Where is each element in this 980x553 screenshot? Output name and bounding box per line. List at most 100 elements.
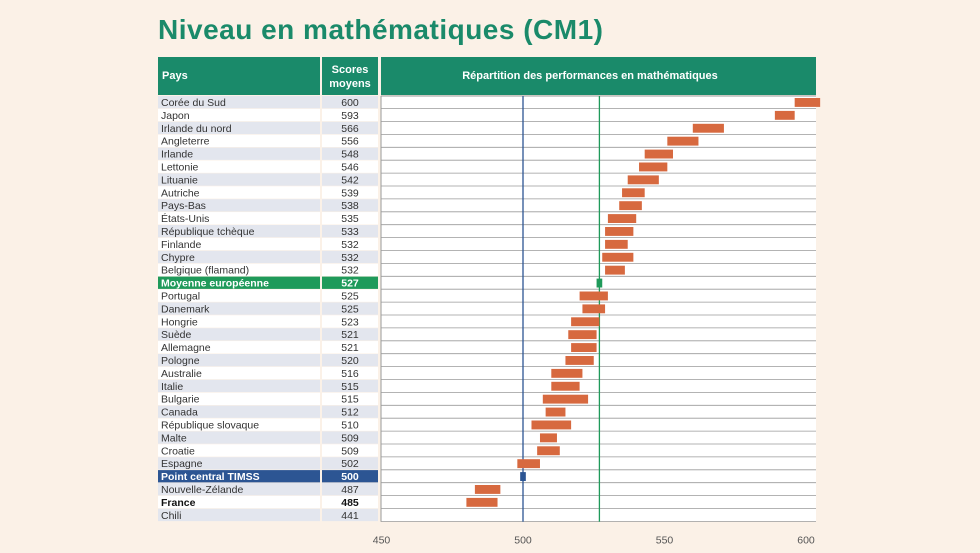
- row-bg-country-nouvelle-zelande: [158, 483, 320, 496]
- row-bg-country-chili: [158, 508, 320, 522]
- row-bg-country-pays-bas: [158, 199, 320, 212]
- score-label-irlande-du-nord: 566: [341, 123, 359, 135]
- country-label-allemagne: Allemagne: [161, 342, 211, 354]
- row-bg-country-canada: [158, 405, 320, 418]
- country-label-republique-slovaque: République slovaque: [161, 420, 259, 432]
- country-label-australie: Australie: [161, 368, 202, 380]
- row-bg-score-espagne: [322, 457, 378, 470]
- bar-bulgarie: [542, 394, 589, 404]
- country-label-pologne: Pologne: [161, 355, 200, 367]
- row-bg-score-lettonie: [322, 160, 378, 173]
- score-label-japon: 593: [341, 110, 359, 122]
- score-label-italie: 515: [341, 381, 359, 393]
- row-bg-country-croatie: [158, 444, 320, 457]
- bar-hongrie: [571, 317, 600, 327]
- bar-finlande: [605, 239, 628, 249]
- x-tick-label-500: 500: [514, 535, 532, 547]
- country-label-japon: Japon: [161, 110, 190, 122]
- row-bg-score-autriche: [322, 186, 378, 199]
- country-label-nouvelle-zelande: Nouvelle-Zélande: [161, 484, 243, 496]
- row-bg-country-suede: [158, 328, 320, 341]
- row-bg-score-italie: [322, 379, 378, 393]
- row-bg-country-republique-slovaque: [158, 418, 320, 431]
- score-label-allemagne: 521: [341, 342, 359, 354]
- bar-lituanie: [627, 175, 659, 185]
- row-bg-country-australie: [158, 366, 320, 380]
- country-label-malte: Malte: [161, 432, 187, 444]
- row-bg-country-portugal: [158, 289, 320, 302]
- bar-lettonie: [639, 162, 668, 172]
- score-label-etats-unis: 535: [341, 213, 359, 225]
- score-label-france: 485: [341, 497, 359, 509]
- row-bg-country-autriche: [158, 186, 320, 199]
- header-score-label-line1: Scores: [332, 64, 369, 76]
- score-label-canada: 512: [341, 407, 359, 419]
- header-country-cell: [158, 57, 320, 95]
- score-label-espagne: 502: [341, 458, 359, 470]
- bar-japon: [774, 110, 795, 120]
- bar-danemark: [582, 304, 606, 314]
- row-bg-country-belgique-flamand: [158, 263, 320, 276]
- country-label-coree-du-sud: Corée du Sud: [161, 97, 226, 109]
- row-bg-score-malte: [322, 431, 378, 444]
- row-bg-score-france: [322, 495, 378, 509]
- row-bg-score-etats-unis: [322, 212, 378, 225]
- bar-chypre: [602, 252, 634, 262]
- bar-republique-tcheque: [605, 227, 634, 236]
- country-label-irlande-du-nord: Irlande du nord: [161, 123, 232, 135]
- row-bg-country-etats-unis: [158, 212, 320, 225]
- bar-pologne: [565, 356, 594, 365]
- row-bg-country-pologne: [158, 354, 320, 367]
- country-label-lituanie: Lituanie: [161, 174, 198, 186]
- score-label-chypre: 532: [341, 252, 359, 264]
- row-bg-score-japon: [322, 108, 378, 122]
- row-bg-score-lituanie: [322, 173, 378, 186]
- row-bg-score-pays-bas: [322, 199, 378, 212]
- row-bg-score-pologne: [322, 354, 378, 367]
- country-label-point-central-timss: Point central TIMSS: [161, 471, 260, 483]
- country-label-italie: Italie: [161, 381, 183, 393]
- score-label-finlande: 532: [341, 239, 359, 251]
- row-bg-country-danemark: [158, 302, 320, 315]
- bar-pays-bas: [619, 201, 642, 211]
- score-label-coree-du-sud: 600: [341, 97, 359, 109]
- bar-irlande: [644, 149, 673, 159]
- row-bg-country-france: [158, 495, 320, 509]
- country-label-bulgarie: Bulgarie: [161, 394, 200, 406]
- score-label-hongrie: 523: [341, 316, 359, 328]
- bar-etats-unis: [607, 214, 637, 223]
- row-bg-score-belgique-flamand: [322, 263, 378, 276]
- row-bg-country-irlande-du-nord: [158, 121, 320, 135]
- score-label-republique-tcheque: 533: [341, 226, 359, 238]
- chart-title: Niveau en mathématiques (CM1): [158, 14, 604, 45]
- x-axis-ticks: 450 500 550 600: [373, 535, 815, 547]
- score-label-bulgarie: 515: [341, 394, 359, 406]
- row-bg-score-moyenne-europeenne: [322, 276, 378, 289]
- bar-belgique-flamand: [605, 265, 625, 275]
- table-header: Pays Scores moyens Répartition des perfo…: [158, 57, 816, 95]
- score-label-irlande: 548: [341, 149, 359, 161]
- row-bg-country-lettonie: [158, 160, 320, 173]
- country-label-pays-bas: Pays-Bas: [161, 200, 206, 212]
- bar-republique-slovaque: [531, 420, 572, 430]
- country-label-canada: Canada: [161, 407, 198, 419]
- row-bg-country-moyenne-europeenne: [158, 276, 320, 289]
- row-bg-score-portugal: [322, 289, 378, 302]
- row-bg-score-hongrie: [322, 315, 378, 328]
- country-label-chili: Chili: [161, 510, 181, 522]
- row-bg-country-espagne: [158, 457, 320, 470]
- score-label-pologne: 520: [341, 355, 359, 367]
- row-bg-score-irlande: [322, 147, 378, 160]
- row-bg-score-angleterre: [322, 134, 378, 147]
- row-bg-score-croatie: [322, 444, 378, 457]
- country-label-finlande: Finlande: [161, 239, 201, 251]
- score-label-autriche: 539: [341, 187, 359, 199]
- bar-irlande-du-nord: [692, 123, 724, 133]
- country-label-etats-unis: États-Unis: [161, 212, 209, 225]
- x-tick-label-600: 600: [797, 535, 815, 547]
- row-bg-country-japon: [158, 108, 320, 122]
- row-bg-country-angleterre: [158, 134, 320, 147]
- country-label-hongrie: Hongrie: [161, 316, 198, 328]
- country-label-suede: Suède: [161, 329, 192, 341]
